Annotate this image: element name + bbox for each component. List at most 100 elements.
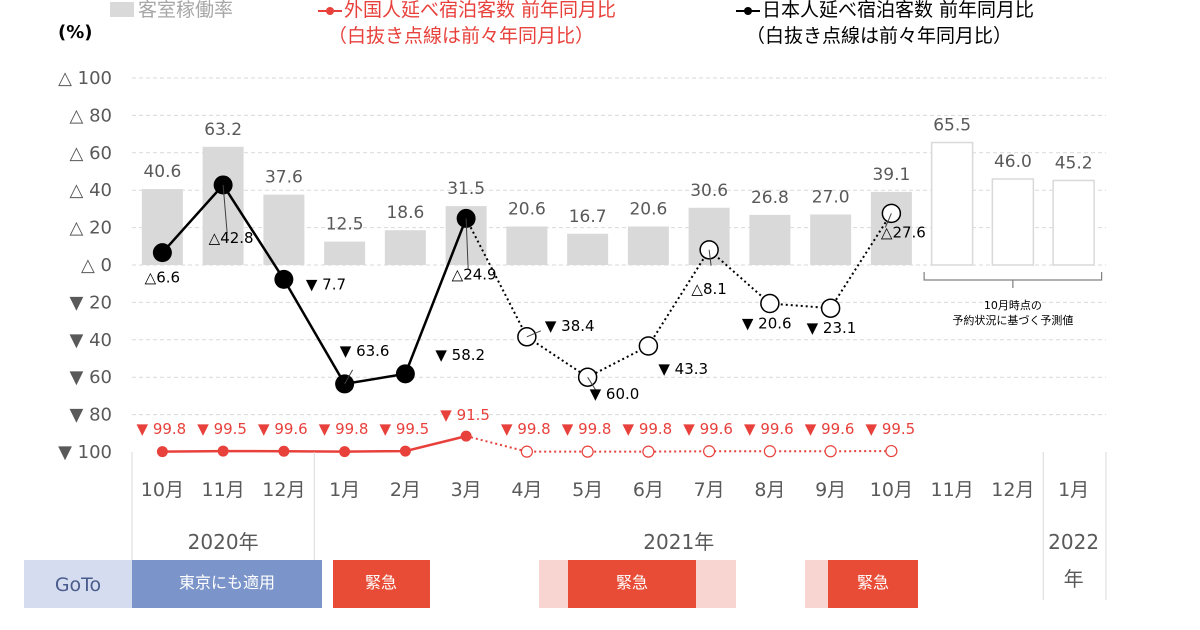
japanese-value-label: ▼ 63.6 [340,342,390,360]
foreign-open-marker [885,444,898,458]
legend-foreign-note: （白抜き点線は前々年同月比） [328,25,595,47]
occupancy-bar [263,194,305,265]
foreign-value-label: ▼ 99.5 [197,420,247,438]
y-tick-label: △ 0 [81,255,112,276]
x-tick-label: 10月 [141,479,184,501]
legend-occupancy-label: 客室稼働率 [138,0,234,21]
legend-japanese: 日本人延べ宿泊客数 前年同月比 （白抜き点線は前々年同月比） [736,0,1034,49]
foreign-marker [460,430,472,442]
foreign-marker [217,445,229,457]
forecast-bar [930,141,974,266]
occupancy-bar-label: 16.7 [569,207,607,227]
japanese-value-label: ▼ 38.4 [545,317,595,335]
forecast-bar-label: 65.5 [933,116,971,136]
forecast-bar [1052,179,1095,266]
x-tick-label: 4月 [511,479,542,501]
foreign-value-label: ▼ 99.6 [744,420,794,438]
tokyo-band [132,560,322,608]
occupancy-bar-label: 63.2 [204,120,242,140]
x-tick-label: 11月 [202,479,245,501]
foreign-line [162,434,467,453]
x-tick-label: 7月 [694,479,725,501]
japanese-leader-line [587,376,599,394]
goto-band [24,560,132,608]
emergency-band-label: 緊急 [857,573,889,592]
foreign-open-marker [520,445,533,458]
x-tick-label: 1月 [329,479,360,501]
forecast-annotation: 予約状況に基づく予測値 [952,313,1073,327]
emergency-band [568,560,696,608]
foreign-open-marker [703,445,716,458]
x-tick-label: 12月 [262,479,305,501]
occupancy-bar-label: 40.6 [143,162,181,182]
occupancy-bar [627,226,669,265]
foreign-open-marker [763,445,776,458]
foreign-value-label: ▼ 99.8 [137,420,187,438]
occupancy-bar [749,214,791,265]
occupancy-bar [324,241,366,265]
x-tick-label: 12月 [991,479,1034,501]
occupancy-bar [567,233,609,265]
legend-foreign-marker-icon [318,6,342,16]
legend-japanese-marker-icon [736,6,760,16]
y-tick-label: ▼ 40 [70,330,112,351]
x-tick-label: 3月 [451,479,482,501]
x-tick-label: 2月 [390,479,421,501]
y-tick-label: ▼ 20 [70,292,112,313]
foreign-marker [156,446,168,458]
japanese-value-label: △24.9 [452,265,497,283]
legend-foreign-label: 外国人延べ宿泊客数 前年同月比 [344,0,617,21]
forecast-bar [991,178,1035,266]
foreign-value-label: ▼ 99.5 [380,420,430,438]
japanese-line [161,182,468,386]
foreign-value-label: ▼ 99.8 [562,420,612,438]
foreign-marker [278,445,290,457]
japanese-leader-line [526,330,542,338]
foreign-open-marker [581,445,594,458]
foreign-value-label: ▼ 99.8 [623,420,673,438]
x-tick-label: 8月 [754,479,785,501]
legend-foreign: 外国人延べ宿泊客数 前年同月比 （白抜き点線は前々年同月比） [318,0,616,49]
occupancy-bar-label: 37.6 [265,168,303,188]
japanese-value-label: △8.1 [691,280,726,298]
occupancy-bar-label: 30.6 [690,181,728,201]
emergency-band [828,560,918,608]
occupancy-bar-label: 20.6 [508,199,546,219]
japanese-value-label: ▼ 7.7 [306,275,346,293]
japanese-open-marker [820,298,841,318]
emergency-band [333,560,430,608]
occupancy-bar-label: 31.5 [447,179,485,199]
occupancy-bar [810,214,852,265]
legend-occupancy: 客室稼働率 [110,0,233,23]
y-tick-label: △ 40 [70,180,112,201]
occupancy-bar-label: 18.6 [386,203,424,223]
japanese-value-label: ▼ 23.1 [807,319,857,337]
y-tick-label: ▼ 100 [58,442,112,463]
occupancy-bar [506,226,548,265]
goto-band-label: GoTo [55,574,101,596]
year-label: 2021年 [643,530,714,554]
tokyo-band-label: 東京にも適用 [179,573,275,592]
forecast-bar-label: 46.0 [994,152,1032,172]
occupancy-bar-label: 20.6 [629,199,667,219]
japanese-value-label: △6.6 [145,269,180,287]
japanese-value-label: △42.8 [209,229,254,247]
year-label: 2020年 [188,530,259,554]
forecast-bar-label: 45.2 [1055,153,1093,173]
y-tick-label: ▼ 80 [70,405,112,426]
japanese-leader-line [708,249,712,266]
foreign-value-label: ▼ 99.6 [683,420,733,438]
foreign-value-label: ▼ 99.6 [805,420,855,438]
japanese-leader-line [222,184,228,234]
japanese-value-label: △27.6 [881,223,926,241]
legend-japanese-label: 日本人延べ宿泊客数 前年同月比 [762,0,1035,21]
x-tick-label: 6月 [633,479,664,501]
foreign-value-label: ▼ 99.6 [258,420,308,438]
y-tick-label: △ 60 [70,143,112,164]
japanese-value-label: ▼ 58.2 [435,346,485,364]
occupancy-bar-label: 12.5 [326,215,364,235]
emergency-band-label: 緊急 [616,573,648,592]
occupancy-bar-label: 39.1 [872,165,910,185]
y-tick-label: △ 100 [58,68,112,89]
